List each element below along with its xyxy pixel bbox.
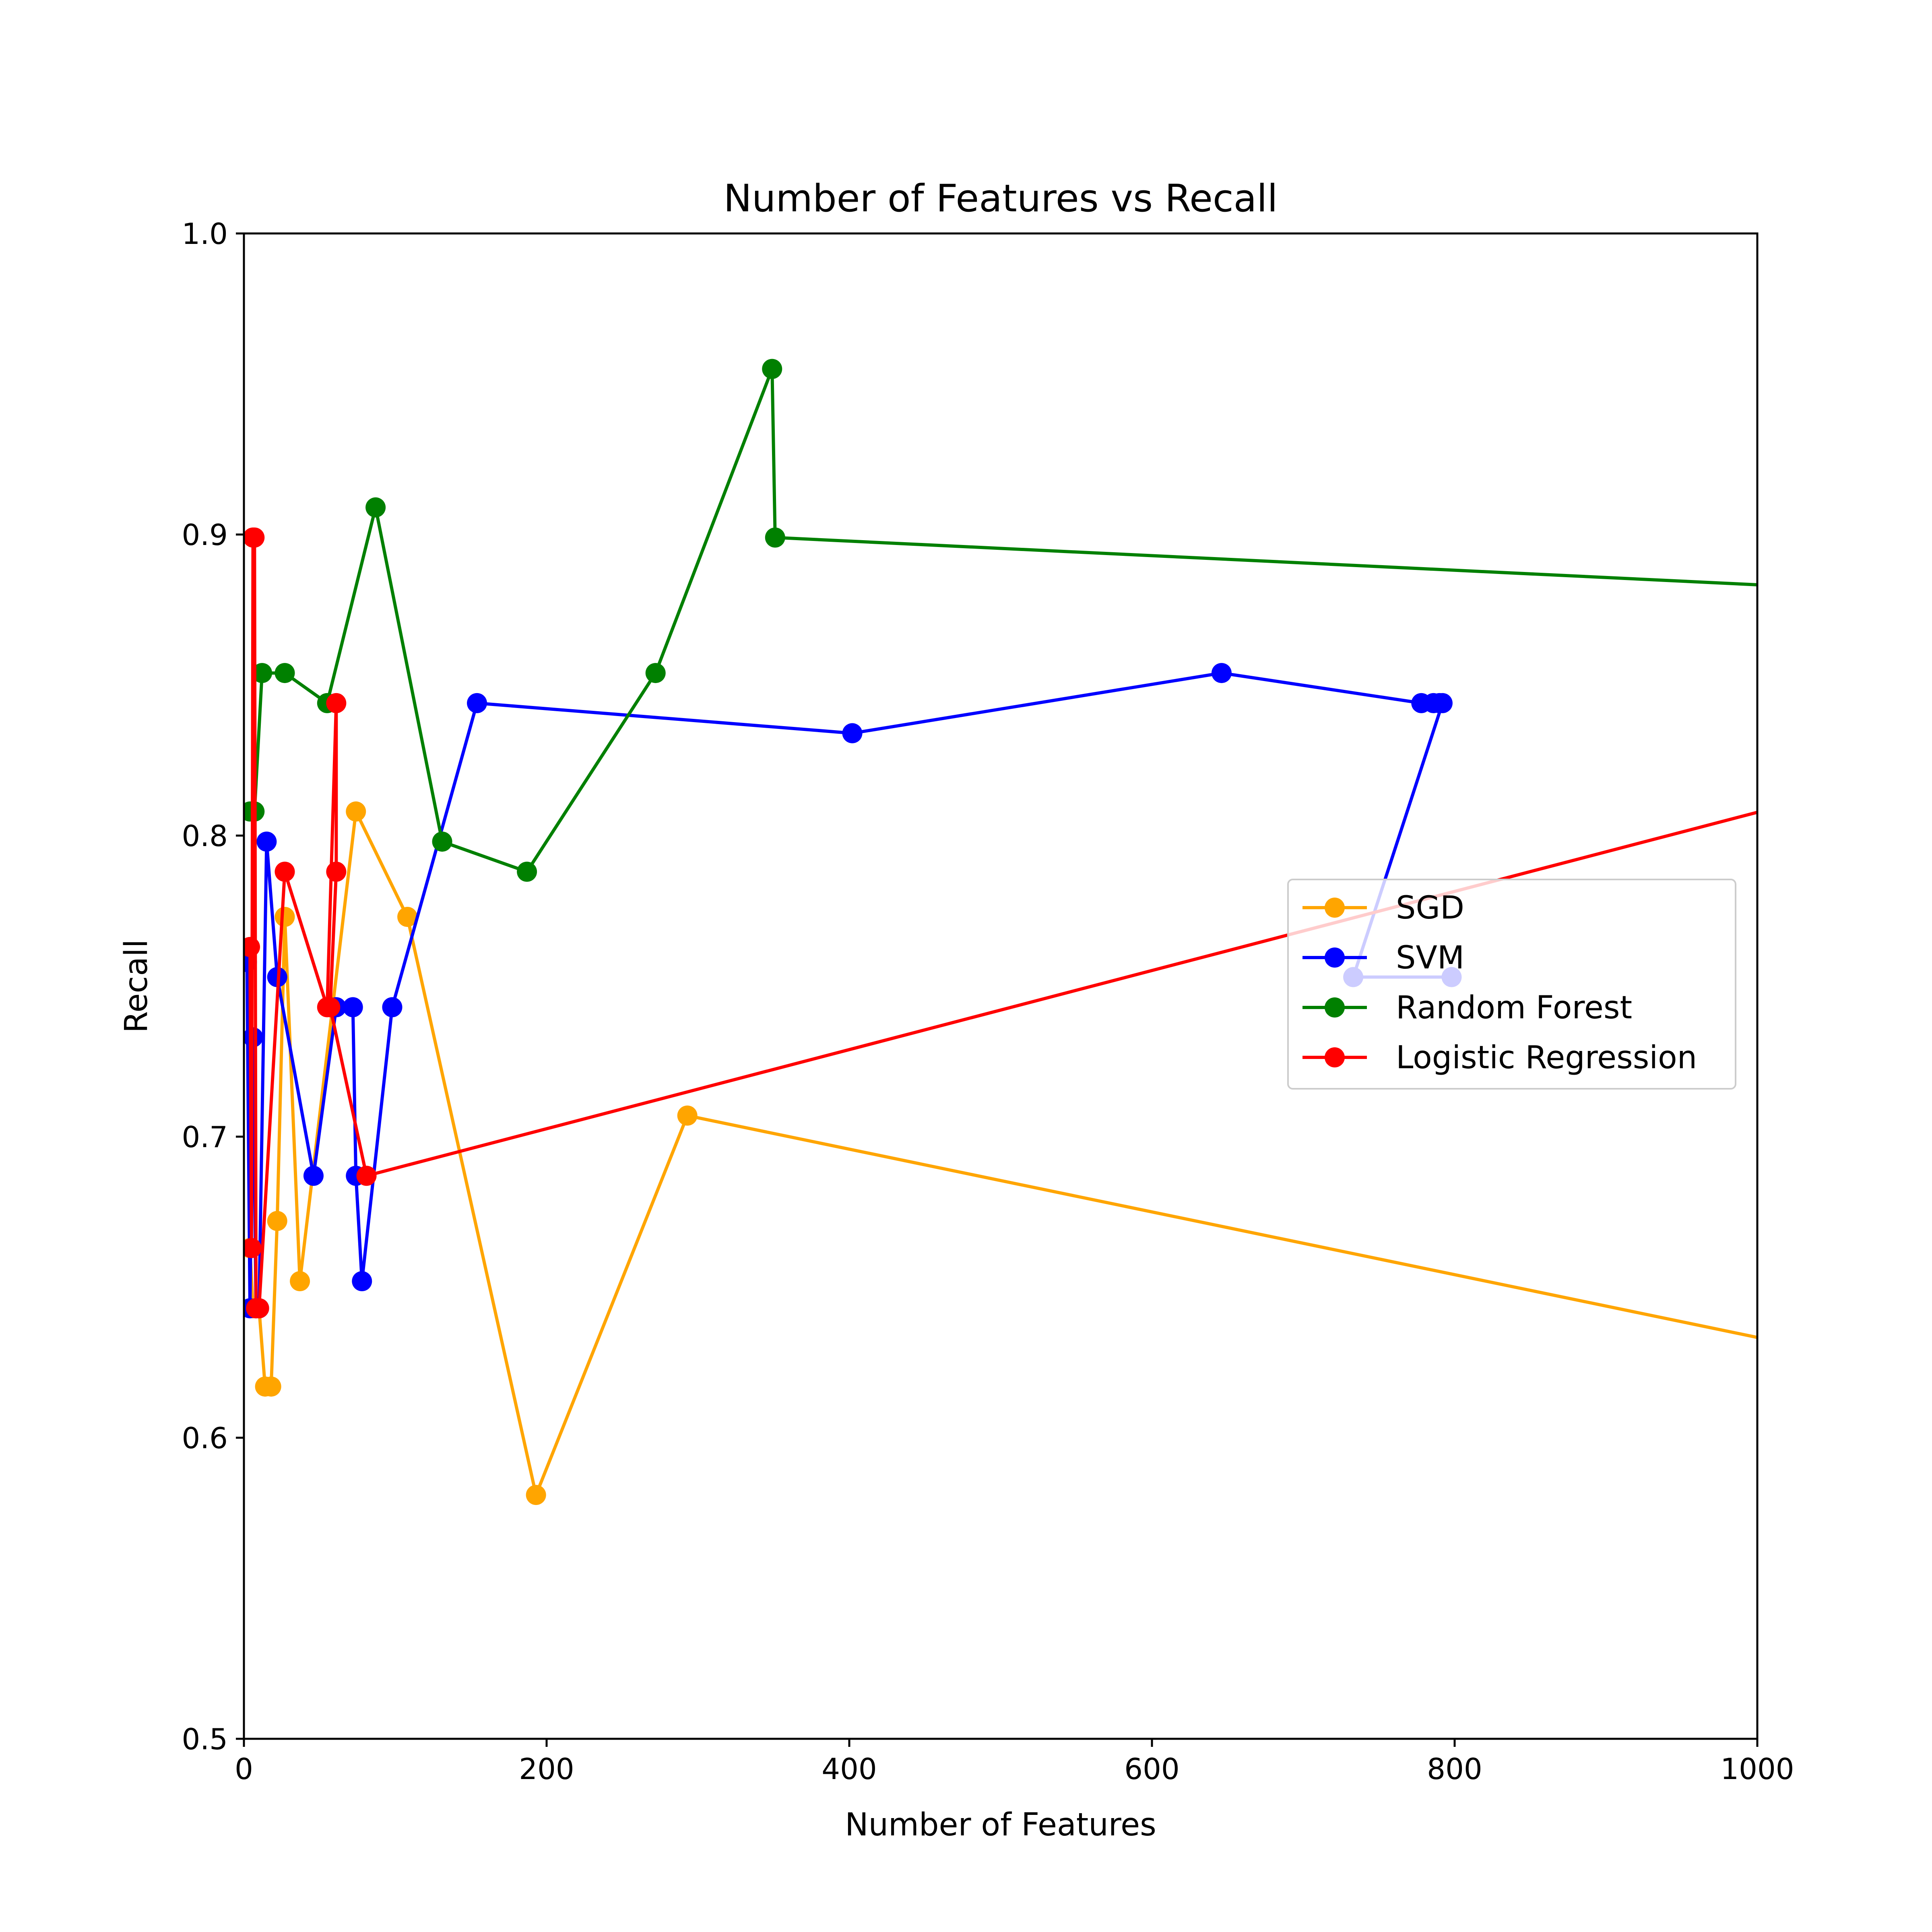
legend-item-logistic-regression: Logistic Regression xyxy=(1302,1040,1697,1076)
data-point-sgd xyxy=(267,1211,287,1231)
x-tick-label: 1000 xyxy=(1720,1752,1794,1786)
data-point-svm xyxy=(352,1271,372,1292)
data-point-sgd xyxy=(526,1485,546,1505)
data-point-sgd xyxy=(346,801,366,822)
data-point-random-forest xyxy=(252,663,272,683)
y-tick-label: 0.5 xyxy=(182,1722,228,1756)
chart-title: Number of Features vs Recall xyxy=(724,177,1278,221)
y-tick-label: 1.0 xyxy=(182,217,228,251)
legend-box xyxy=(1287,879,1736,1090)
legend-label: Logistic Regression xyxy=(1396,1040,1697,1076)
series-layer xyxy=(244,359,1757,1505)
legend-marker xyxy=(1325,947,1345,968)
legend-label: SVM xyxy=(1396,940,1464,976)
data-point-svm xyxy=(343,997,363,1018)
x-tick-label: 0 xyxy=(235,1752,253,1786)
legend-marker xyxy=(1325,1047,1345,1067)
x-axis-label: Number of Features xyxy=(845,1807,1156,1843)
plot-frame xyxy=(243,232,1759,1740)
y-tick-label: 0.8 xyxy=(182,819,228,853)
data-point-sgd xyxy=(397,906,418,927)
legend-label: SGD xyxy=(1396,890,1464,926)
data-point-svm xyxy=(842,723,863,743)
data-point-random-forest xyxy=(765,527,785,548)
data-point-sgd xyxy=(677,1105,698,1126)
data-point-sgd xyxy=(290,1271,310,1292)
y-axis-label: Recall xyxy=(118,939,155,1033)
data-point-svm xyxy=(1432,693,1453,713)
legend-label: Random Forest xyxy=(1396,990,1632,1026)
y-tick-label: 0.7 xyxy=(182,1120,228,1154)
y-tick-label: 0.6 xyxy=(182,1421,228,1455)
legend-marker xyxy=(1325,997,1345,1018)
data-point-logistic-regression xyxy=(356,1166,377,1186)
legend: SGD SVM Random Forest Logistic Regression xyxy=(1287,879,1736,1090)
data-point-logistic-regression xyxy=(249,1298,269,1319)
data-point-svm xyxy=(382,997,402,1018)
series-logistic-regression xyxy=(244,527,1757,1319)
legend-item-random-forest: Random Forest xyxy=(1302,990,1632,1026)
data-point-svm xyxy=(256,831,277,852)
legend-item-svm: SVM xyxy=(1302,940,1464,976)
data-point-logistic-regression xyxy=(320,997,341,1018)
data-point-logistic-regression xyxy=(244,1238,262,1258)
data-point-random-forest xyxy=(275,663,295,683)
data-point-svm xyxy=(467,693,487,713)
data-point-svm xyxy=(1211,663,1232,683)
data-point-random-forest xyxy=(762,359,782,379)
data-point-logistic-regression xyxy=(275,861,295,882)
series-line-random-forest xyxy=(250,368,1757,874)
x-tick-label: 600 xyxy=(1124,1752,1179,1786)
data-point-random-forest xyxy=(432,831,452,852)
data-point-logistic-regression xyxy=(244,527,265,548)
data-point-random-forest xyxy=(517,861,537,882)
x-tick-label: 400 xyxy=(822,1752,877,1786)
data-point-logistic-regression xyxy=(326,693,347,713)
data-point-logistic-regression xyxy=(244,937,260,957)
legend-marker xyxy=(1325,898,1345,918)
y-tick-label: 0.9 xyxy=(182,518,228,552)
data-point-svm xyxy=(303,1166,324,1186)
data-point-sgd xyxy=(275,906,295,927)
legend-item-sgd: SGD xyxy=(1302,890,1464,926)
x-tick-label: 800 xyxy=(1427,1752,1482,1786)
data-point-random-forest xyxy=(365,497,386,518)
data-point-logistic-regression xyxy=(326,861,347,882)
data-point-sgd xyxy=(261,1376,281,1397)
axis-ticks: 0 200 400 600 800 1000 0.5 0.6 0.7 0.8 0.9 1.0 xyxy=(182,217,1794,1786)
data-point-random-forest xyxy=(645,663,666,683)
x-tick-label: 200 xyxy=(519,1752,574,1786)
